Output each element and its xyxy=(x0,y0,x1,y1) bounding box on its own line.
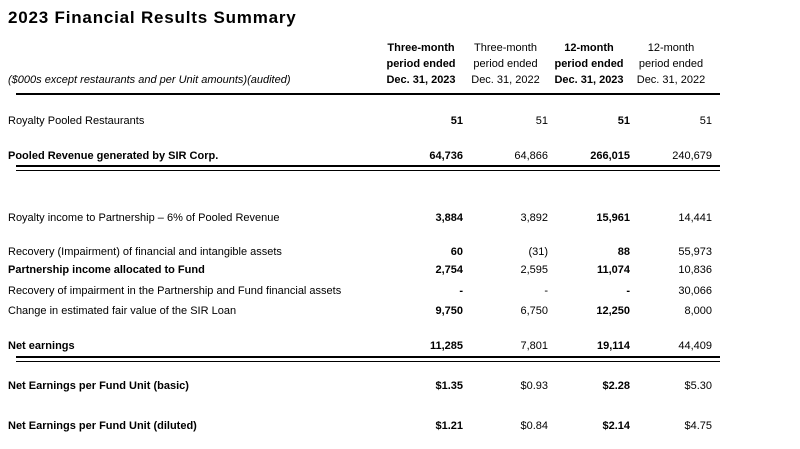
row-label: Partnership income allocated to Fund xyxy=(8,264,205,276)
financial-results-page: 2023 Financial Results Summary ($000s ex… xyxy=(0,8,800,449)
cell-value: $2.28 xyxy=(602,380,630,392)
table-row-pooled-revenue: Pooled Revenue generated by SIR Corp. 64… xyxy=(8,149,712,163)
table-row-neps-diluted: Net Earnings per Fund Unit (diluted) $1.… xyxy=(8,419,712,433)
column-header-12m-2023: 12-month period ended Dec. 31, 2023 xyxy=(554,42,624,86)
row-label: Change in estimated fair value of the SI… xyxy=(8,305,237,317)
column-header-3m-2023: Three-month period ended Dec. 31, 2023 xyxy=(386,42,456,86)
cell-value: 11,074 xyxy=(596,264,630,276)
table-row-royalty-income: Royalty income to Partnership – 6% of Po… xyxy=(8,211,712,225)
cell-value: 266,015 xyxy=(590,150,630,162)
column-header-3m-2022: Three-month period ended Dec. 31, 2022 xyxy=(471,42,540,86)
cell-value: $1.35 xyxy=(435,380,463,392)
cell-value: 15,961 xyxy=(596,212,630,224)
cell-value: 3,884 xyxy=(435,212,463,224)
cell-value: $0.93 xyxy=(520,380,548,392)
row-label: Recovery of impairment in the Partnershi… xyxy=(8,285,342,297)
net-earnings-total-rule xyxy=(16,356,720,362)
cell-value: 64,866 xyxy=(514,150,548,162)
financial-results-table: ($000s except restaurants and per Unit a… xyxy=(0,40,720,433)
row-label: Net Earnings per Fund Unit (diluted) xyxy=(8,420,197,432)
cell-value: 51 xyxy=(535,115,548,127)
cell-value: 240,679 xyxy=(672,150,712,162)
cell-value: 30,066 xyxy=(678,285,712,297)
cell-value: 14,441 xyxy=(678,212,712,224)
cell-value: $5.30 xyxy=(684,380,712,392)
table-row-recovery-of-impairment: Recovery of impairment in the Partnershi… xyxy=(8,284,712,298)
table-units-note: ($000s except restaurants and per Unit a… xyxy=(8,74,291,86)
table-row-royalty-pooled-restaurants: Royalty Pooled Restaurants 51 51 51 51 xyxy=(8,114,712,128)
cell-value: 19,114 xyxy=(596,340,630,352)
cell-value: $1.21 xyxy=(435,420,463,432)
cell-value: $0.84 xyxy=(520,420,548,432)
row-label: Pooled Revenue generated by SIR Corp. xyxy=(8,150,219,162)
row-label: Royalty income to Partnership – 6% of Po… xyxy=(8,212,280,224)
cell-value: 44,409 xyxy=(678,340,712,352)
row-label: Net Earnings per Fund Unit (basic) xyxy=(8,380,189,392)
cell-value: 9,750 xyxy=(435,305,463,317)
cell-value: 51 xyxy=(699,115,712,127)
column-header-12m-2022: 12-month period ended Dec. 31, 2022 xyxy=(636,42,706,86)
cell-value: (31) xyxy=(528,246,548,258)
cell-value: 2,754 xyxy=(435,264,463,276)
table-header-row: ($000s except restaurants and per Unit a… xyxy=(8,40,712,88)
cell-value: 12,250 xyxy=(596,305,630,317)
table-row-net-earnings: Net earnings 11,285 7,801 19,114 44,409 xyxy=(8,339,712,353)
cell-value: 3,892 xyxy=(520,212,548,224)
cell-value: - xyxy=(544,285,548,297)
cell-value: 64,736 xyxy=(429,150,463,162)
table-row-neps-basic: Net Earnings per Fund Unit (basic) $1.35… xyxy=(8,379,712,393)
page-title: 2023 Financial Results Summary xyxy=(8,8,297,27)
row-label: Recovery (Impairment) of financial and i… xyxy=(8,246,282,258)
cell-value: 88 xyxy=(617,246,630,258)
cell-value: - xyxy=(459,285,463,297)
cell-value: $4.75 xyxy=(684,420,712,432)
pooled-revenue-total-rule xyxy=(16,165,720,171)
row-label: Royalty Pooled Restaurants xyxy=(8,115,145,127)
table-row-recovery-impairment: Recovery (Impairment) of financial and i… xyxy=(8,245,712,259)
cell-value: 10,836 xyxy=(678,264,712,276)
cell-value: 8,000 xyxy=(684,305,712,317)
cell-value: 6,750 xyxy=(520,305,548,317)
cell-value: $2.14 xyxy=(602,420,630,432)
cell-value: 2,595 xyxy=(520,264,548,276)
cell-value: 55,973 xyxy=(678,246,712,258)
cell-value: - xyxy=(626,285,630,297)
table-row-change-fair-value: Change in estimated fair value of the SI… xyxy=(8,304,712,318)
cell-value: 51 xyxy=(450,115,463,127)
cell-value: 51 xyxy=(617,115,630,127)
cell-value: 60 xyxy=(450,246,463,258)
row-label: Net earnings xyxy=(8,340,75,352)
cell-value: 11,285 xyxy=(429,340,463,352)
header-rule xyxy=(16,93,720,95)
table-row-partnership-income: Partnership income allocated to Fund 2,7… xyxy=(8,263,712,277)
cell-value: 7,801 xyxy=(520,340,548,352)
